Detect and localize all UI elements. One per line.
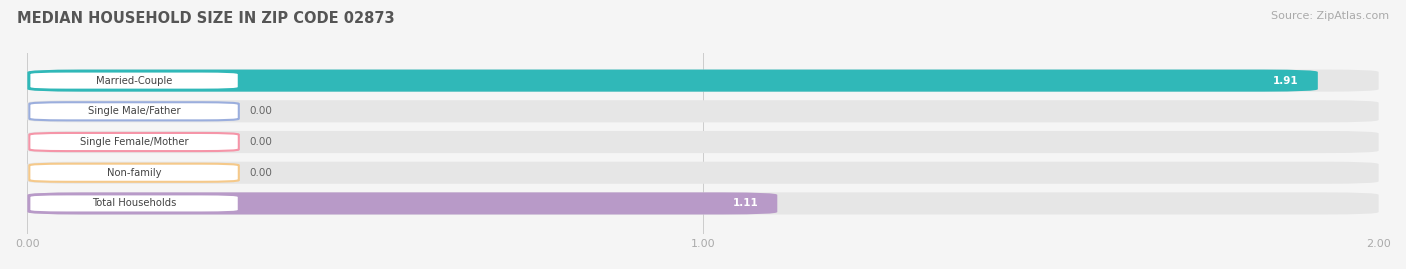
Text: Total Households: Total Households bbox=[91, 199, 176, 208]
FancyBboxPatch shape bbox=[27, 131, 1379, 153]
FancyBboxPatch shape bbox=[27, 192, 778, 214]
FancyBboxPatch shape bbox=[27, 100, 1379, 122]
Text: 1.11: 1.11 bbox=[733, 199, 758, 208]
Text: Source: ZipAtlas.com: Source: ZipAtlas.com bbox=[1271, 11, 1389, 21]
FancyBboxPatch shape bbox=[27, 162, 1379, 184]
Text: 0.00: 0.00 bbox=[249, 137, 271, 147]
Text: Non-family: Non-family bbox=[107, 168, 162, 178]
FancyBboxPatch shape bbox=[30, 194, 239, 213]
Text: Single Female/Mother: Single Female/Mother bbox=[80, 137, 188, 147]
Text: 0.00: 0.00 bbox=[249, 168, 271, 178]
Text: 1.91: 1.91 bbox=[1272, 76, 1299, 86]
Text: Single Male/Father: Single Male/Father bbox=[87, 106, 180, 116]
FancyBboxPatch shape bbox=[27, 192, 1379, 214]
FancyBboxPatch shape bbox=[30, 72, 239, 90]
FancyBboxPatch shape bbox=[30, 164, 239, 182]
FancyBboxPatch shape bbox=[27, 70, 1317, 92]
Text: 0.00: 0.00 bbox=[249, 106, 271, 116]
Text: Married-Couple: Married-Couple bbox=[96, 76, 173, 86]
FancyBboxPatch shape bbox=[1257, 72, 1315, 89]
FancyBboxPatch shape bbox=[30, 133, 239, 151]
FancyBboxPatch shape bbox=[27, 70, 1379, 92]
Text: MEDIAN HOUSEHOLD SIZE IN ZIP CODE 02873: MEDIAN HOUSEHOLD SIZE IN ZIP CODE 02873 bbox=[17, 11, 395, 26]
FancyBboxPatch shape bbox=[717, 195, 773, 212]
FancyBboxPatch shape bbox=[30, 102, 239, 121]
